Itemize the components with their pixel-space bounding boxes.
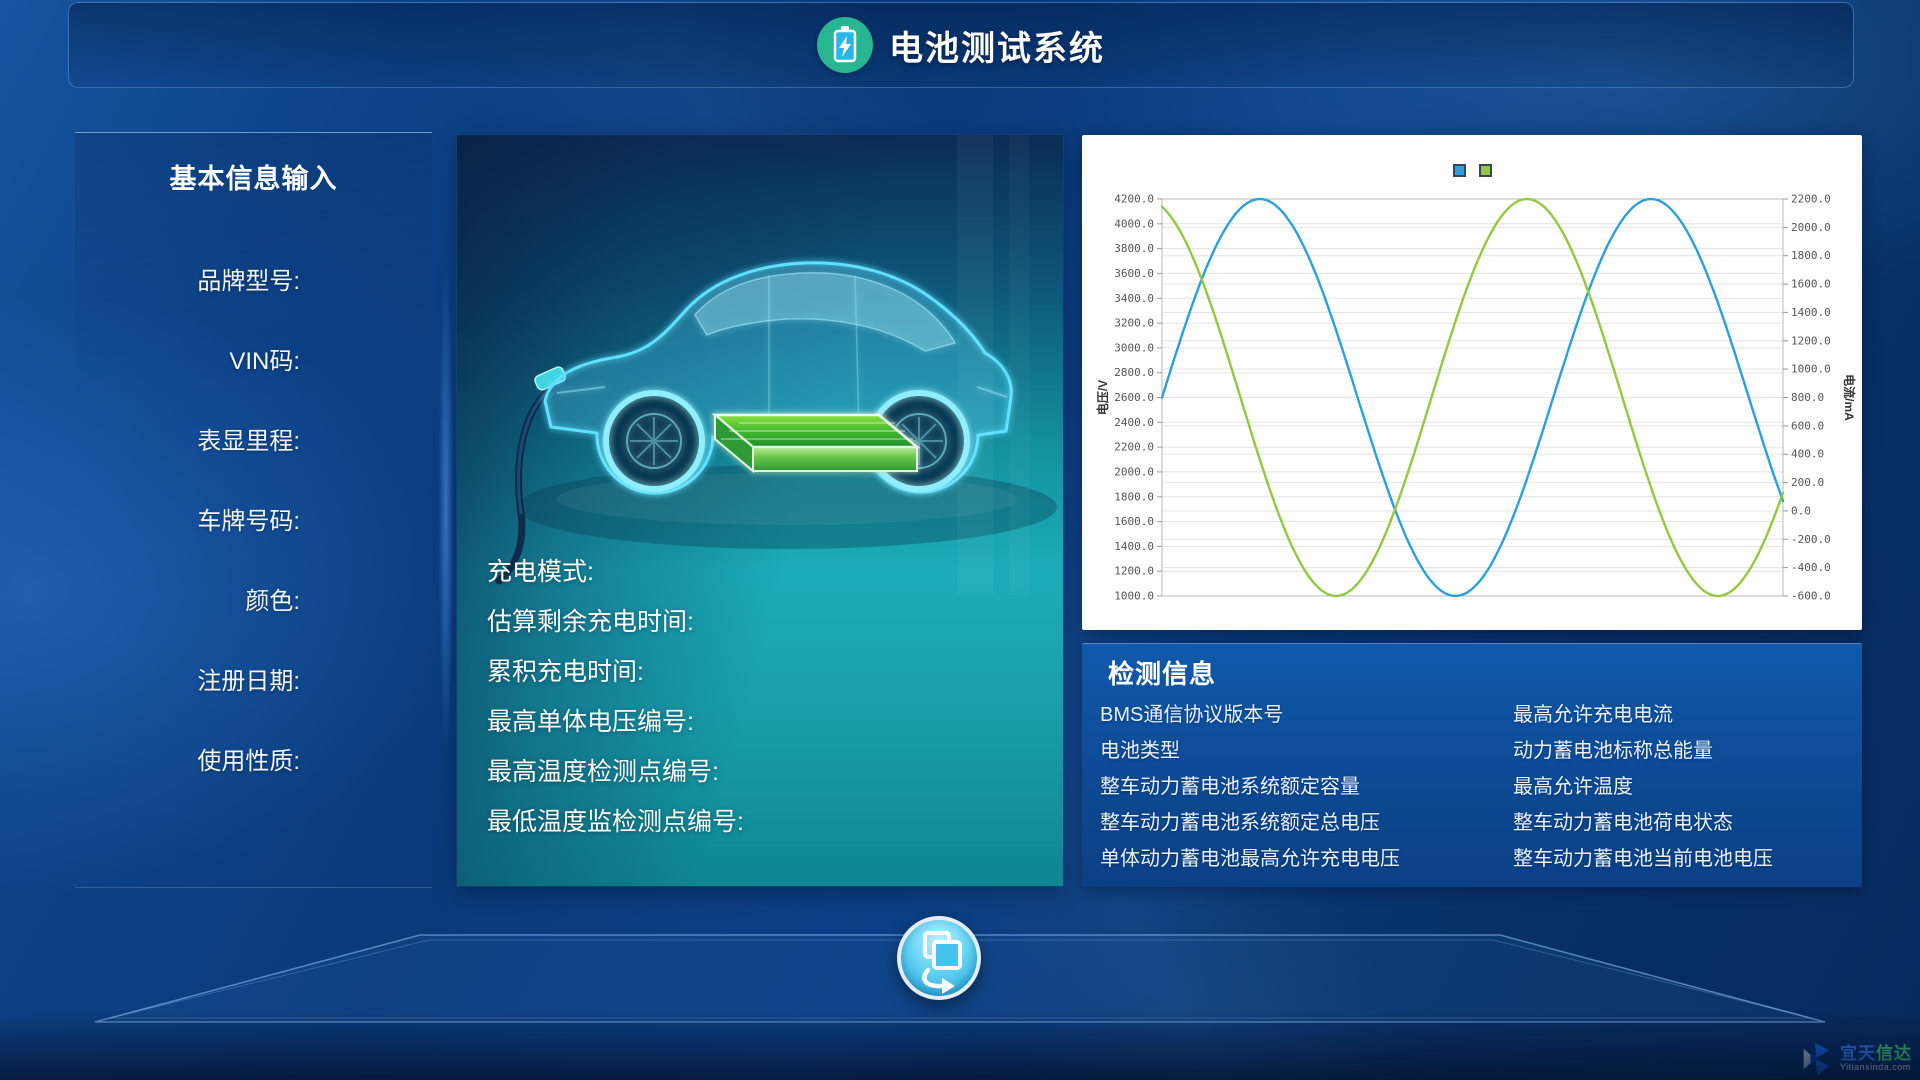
legend-swatch-电流[interactable] — [1478, 164, 1492, 177]
svg-text:0.0: 0.0 — [1791, 504, 1811, 517]
vehicle-info-label-1: 估算剩余充电时间: — [487, 608, 694, 636]
vehicle-battery-illustration — [495, 135, 1057, 595]
switch-screens-icon — [922, 931, 962, 994]
chart-card: 4200.0 4000.0 3800.0 3600.0 3400.0 3200.0 3000… — [1082, 135, 1862, 630]
watermark[interactable]: 宜天信达 Yitianxinda.com — [1797, 1040, 1912, 1078]
svg-text:1600.0: 1600.0 — [1791, 278, 1831, 291]
detection-item-right-2: 最高允许温度 — [1513, 775, 1633, 798]
vehicle-fields: 充电模式: 估算剩余充电时间: 累积充电时间: 最高单体电压编号: 最高温度检测点编号:… — [487, 545, 1043, 845]
detection-item-right-4: 整车动力蓄电池当前电池电压 — [1513, 847, 1773, 870]
watermark-logo-icon — [1803, 1042, 1830, 1077]
svg-text:4200.0: 4200.0 — [1114, 193, 1154, 206]
svg-text:1400.0: 1400.0 — [1791, 306, 1831, 319]
svg-text:2200.0: 2200.0 — [1114, 441, 1154, 454]
detection-info-title: 检测信息 — [1108, 659, 1217, 689]
detection-item-left-2: 整车动力蓄电池系统额定容量 — [1100, 775, 1360, 798]
svg-text:2600.0: 2600.0 — [1114, 391, 1154, 404]
detection-info-left-column: BMS通信协议版本号 电池类型整车动力蓄电池系统额定容量 整车动力蓄电池系统额定总电… — [1100, 694, 1505, 874]
detection-item-right-3: 整车动力蓄电池荷电状态 — [1513, 811, 1733, 834]
svg-text:3600.0: 3600.0 — [1114, 267, 1154, 280]
watermark-domain: Yitianxinda.com — [1840, 1062, 1911, 1073]
vehicle-info-label-0: 充电模式: — [487, 558, 594, 586]
vehicle-info-label-3: 最高单体电压编号: — [487, 708, 694, 736]
basic-info-label-0: 品牌型号: — [197, 267, 300, 295]
basic-info-label-1: VIN码: — [229, 347, 300, 375]
svg-text:-200.0: -200.0 — [1791, 533, 1831, 546]
svg-text:电流/mA: 电流/mA — [1842, 374, 1857, 421]
vehicle-info-label-4: 最高温度检测点编号: — [487, 758, 719, 786]
vehicle-info-label-5: 最低温度监检测点编号: — [487, 808, 744, 836]
voltage-current-line-chart: 4200.0 4000.0 3800.0 3600.0 3400.0 3200.0 3000… — [1095, 193, 1857, 603]
detection-info-panel: 检测信息 BMS通信协议版本号 电池类型整车动力蓄电池系统额定容量 整车动力蓄电池系… — [1082, 643, 1862, 887]
svg-text:2800.0: 2800.0 — [1114, 366, 1154, 379]
svg-text:1800.0: 1800.0 — [1791, 249, 1831, 262]
svg-text:2000.0: 2000.0 — [1791, 221, 1831, 234]
basic-info-label-6: 使用性质: — [197, 747, 300, 775]
svg-text:1400.0: 1400.0 — [1114, 540, 1154, 553]
svg-text:2400.0: 2400.0 — [1114, 416, 1154, 429]
detection-item-left-3: 整车动力蓄电池系统额定总电压 — [1100, 811, 1380, 834]
switch-button[interactable] — [897, 916, 981, 1000]
basic-info-label-2: 表显里程: — [197, 427, 300, 455]
svg-text:4000.0: 4000.0 — [1114, 217, 1154, 230]
svg-text:2200.0: 2200.0 — [1791, 193, 1831, 206]
basic-info-fields: 品牌型号: VIN码: 表显里程: 车牌号码: 颜色: 注册日期: 使用性质: — [75, 238, 432, 798]
svg-text:3400.0: 3400.0 — [1114, 292, 1154, 305]
detection-item-left-4: 单体动力蓄电池最高允许充电电压 — [1100, 847, 1400, 870]
svg-text:3200.0: 3200.0 — [1114, 317, 1154, 330]
svg-text:800.0: 800.0 — [1791, 391, 1824, 404]
svg-text:200.0: 200.0 — [1791, 476, 1824, 489]
svg-text:-400.0: -400.0 — [1791, 561, 1831, 574]
basic-info-panel: 基本信息输入 品牌型号: VIN码: 表显里程: 车牌号码: 颜色: 注册日期: 使用性质: — [75, 132, 432, 888]
svg-text:2000.0: 2000.0 — [1114, 465, 1154, 478]
header: 电池测试系统 — [68, 2, 1854, 88]
panel-separator-glow — [437, 150, 455, 870]
basic-info-label-4: 颜色: — [245, 587, 300, 615]
basic-info-title: 基本信息输入 — [169, 164, 338, 194]
basic-info-label-3: 车牌号码: — [197, 507, 300, 535]
watermark-text: 宜天信达 Yitianxinda.com — [1840, 1045, 1912, 1072]
svg-text:600.0: 600.0 — [1791, 419, 1824, 432]
vehicle-info-label-2: 累积充电时间: — [487, 658, 644, 686]
svg-text:3000.0: 3000.0 — [1114, 341, 1154, 354]
svg-text:-600.0: -600.0 — [1791, 590, 1831, 603]
svg-text:1200.0: 1200.0 — [1791, 334, 1831, 347]
page-title: 电池测试系统 — [889, 29, 1105, 68]
basic-info-label-5: 注册日期: — [197, 667, 300, 695]
background-decoration — [0, 1010, 1920, 1080]
detection-item-left-1: 电池类型 — [1100, 739, 1180, 762]
svg-text:1800.0: 1800.0 — [1114, 490, 1154, 503]
detection-info-right-column: 最高允许充电电流动力蓄电池标称总能量 最高允许温度整车动力蓄电池荷电状态整车动力蓄… — [1513, 694, 1858, 874]
detection-item-right-0: 最高允许充电电流 — [1513, 703, 1673, 726]
svg-text:1000.0: 1000.0 — [1114, 590, 1154, 603]
svg-text:1000.0: 1000.0 — [1791, 363, 1831, 376]
svg-text:400.0: 400.0 — [1791, 448, 1824, 461]
svg-text:3800.0: 3800.0 — [1114, 242, 1154, 255]
chart-legend — [1082, 164, 1862, 177]
detection-item-right-1: 动力蓄电池标称总能量 — [1513, 739, 1713, 762]
svg-text:1600.0: 1600.0 — [1114, 515, 1154, 528]
battery-charging-icon — [817, 17, 873, 73]
legend-swatch-电压[interactable] — [1452, 164, 1466, 177]
watermark-brand: 宜天信达 — [1840, 1044, 1912, 1064]
detection-item-left-0: BMS通信协议版本号 — [1100, 703, 1284, 726]
svg-text:1200.0: 1200.0 — [1114, 565, 1154, 578]
svg-text:电压/V: 电压/V — [1095, 380, 1110, 415]
vehicle-panel: 充电模式: 估算剩余充电时间: 累积充电时间: 最高单体电压编号: 最高温度检测点编号:… — [457, 135, 1063, 886]
